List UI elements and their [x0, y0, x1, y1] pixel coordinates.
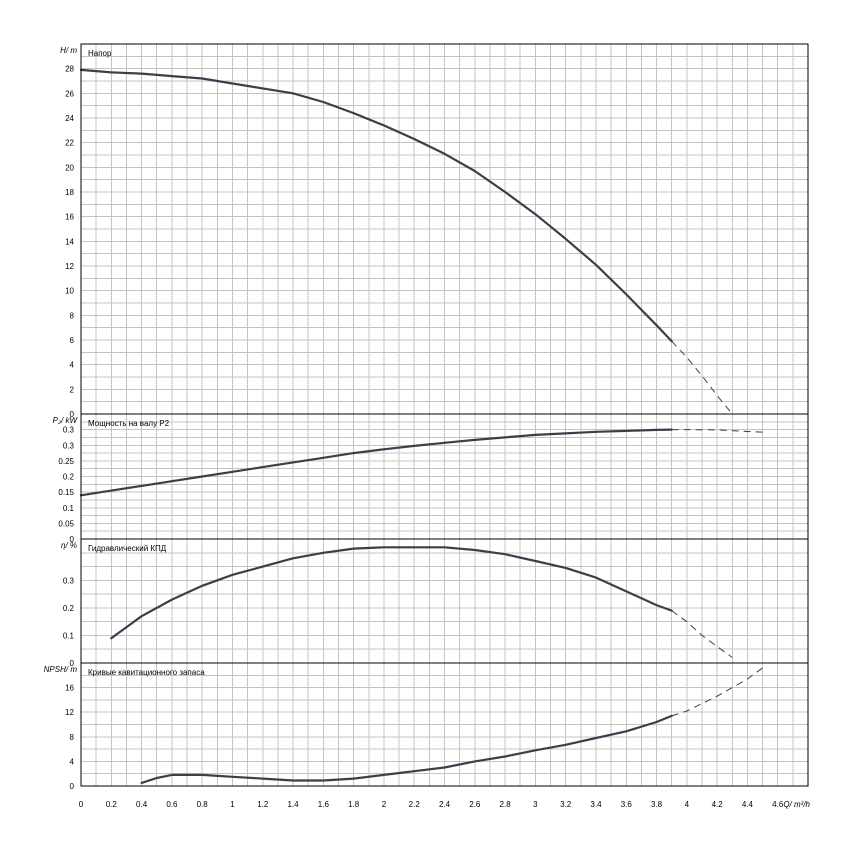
x-tick-label: 1.4	[287, 800, 299, 809]
head-y-tick-label: 10	[65, 287, 74, 296]
power-y-axis-label: P₂/ kW	[53, 416, 79, 425]
efficiency-curve-extension	[671, 610, 733, 658]
x-tick-label: 1	[230, 800, 235, 809]
x-tick-label: 3.8	[651, 800, 663, 809]
power-y-tick-label: 0.3	[63, 426, 75, 435]
x-axis-label: Q/ m³/h	[783, 800, 810, 809]
head-y-tick-label: 22	[65, 139, 74, 148]
head-y-tick-label: 0	[70, 410, 75, 419]
head-y-tick-label: 14	[65, 237, 74, 246]
npsh-curve	[140, 714, 673, 785]
npsh-curve-extension	[671, 667, 763, 717]
x-tick-label: 1.2	[257, 800, 269, 809]
head-y-tick-label: 2	[70, 385, 75, 394]
npsh-y-tick-label: 8	[70, 733, 75, 742]
head-y-tick-label: 18	[65, 188, 74, 197]
x-tick-label: 0.6	[166, 800, 178, 809]
power-y-tick-label: 0.1	[63, 504, 75, 513]
head-y-tick-label: 12	[65, 262, 74, 271]
power-curve	[79, 428, 673, 497]
power-y-tick-label: 0.05	[58, 519, 74, 528]
head-panel-title: Напор	[88, 49, 112, 58]
x-tick-label: 0.4	[136, 800, 148, 809]
x-tick-label: 4	[685, 800, 690, 809]
x-tick-label: 0.8	[197, 800, 209, 809]
power-y-tick-label: 0.15	[58, 488, 74, 497]
npsh-y-tick-label: 16	[65, 684, 74, 693]
x-tick-label: 4.6	[772, 800, 784, 809]
head-curve	[79, 68, 673, 343]
x-tick-label: 2.4	[439, 800, 451, 809]
efficiency-y-tick-label: 0.1	[63, 631, 75, 640]
efficiency-curve	[110, 546, 673, 640]
x-tick-label: 4.2	[712, 800, 724, 809]
head-y-tick-label: 28	[65, 65, 74, 74]
head-y-tick-label: 26	[65, 89, 74, 98]
x-tick-label: 3	[533, 800, 538, 809]
head-y-tick-label: 20	[65, 163, 74, 172]
head-y-tick-label: 24	[65, 114, 74, 123]
x-tick-label: 2	[382, 800, 387, 809]
npsh-y-tick-label: 0	[70, 782, 75, 791]
x-tick-label: 0	[79, 800, 84, 809]
npsh-panel-frame	[80, 662, 809, 787]
npsh-panel-title: Кривые кавитационного запаса	[88, 668, 205, 677]
efficiency-y-tick-label: 0.2	[63, 604, 75, 613]
head-y-tick-label: 4	[70, 361, 75, 370]
head-y-tick-label: 16	[65, 213, 74, 222]
npsh-y-tick-label: 12	[65, 708, 74, 717]
head-curve-extension	[671, 340, 733, 415]
efficiency-panel-title: Гидравлический КПД	[88, 544, 167, 553]
power-y-tick-label: 0.3	[63, 441, 75, 450]
head-y-tick-label: 8	[70, 311, 75, 320]
power-panel-title: Мощность на валу P2	[88, 419, 170, 428]
efficiency-y-tick-label: 0	[70, 659, 75, 668]
efficiency-y-tick-label: 0.3	[63, 576, 75, 585]
x-tick-label: 2.6	[469, 800, 481, 809]
head-y-tick-label: 6	[70, 336, 75, 345]
power-y-tick-label: 0.2	[63, 473, 75, 482]
x-tick-label: 3.2	[560, 800, 572, 809]
x-tick-label: 3.4	[590, 800, 602, 809]
x-tick-label: 2.8	[500, 800, 512, 809]
x-tick-label: 1.8	[348, 800, 360, 809]
npsh-y-tick-label: 4	[70, 757, 75, 766]
power-y-tick-label: 0	[70, 535, 75, 544]
head-y-axis-label: H/ m	[60, 46, 77, 55]
x-tick-label: 4.4	[742, 800, 754, 809]
npsh-y-axis-label: NPSH/ m	[44, 665, 78, 674]
x-tick-label: 2.2	[409, 800, 421, 809]
x-tick-label: 1.6	[318, 800, 330, 809]
efficiency-y-axis-label: η/ %	[61, 541, 77, 550]
power-y-tick-label: 0.25	[58, 457, 74, 466]
x-tick-label: 3.6	[621, 800, 633, 809]
x-tick-label: 0.2	[106, 800, 118, 809]
